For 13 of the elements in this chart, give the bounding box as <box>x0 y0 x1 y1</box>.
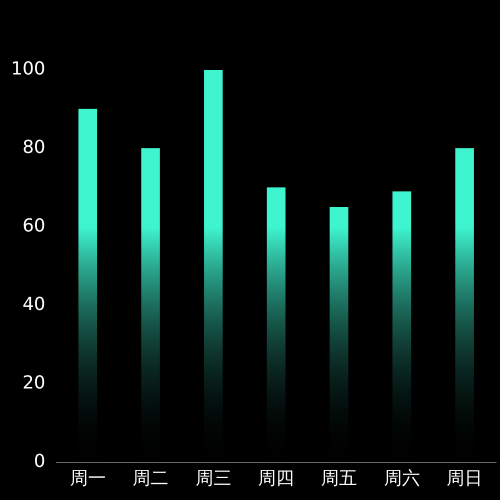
x-tick-label: 周四 <box>258 468 294 489</box>
y-tick-label: 40 <box>22 294 46 316</box>
x-tick-label: 周二 <box>132 468 169 489</box>
x-tick-label: 周五 <box>320 468 357 489</box>
y-tick-label: 0 <box>34 451 46 472</box>
x-tick-label: 周一 <box>70 468 106 489</box>
y-tick-label: 20 <box>22 372 46 394</box>
x-tick-label: 周日 <box>446 468 483 489</box>
y-tick-label: 60 <box>22 216 46 237</box>
x-tick-label: 周六 <box>384 468 420 489</box>
x-tick-label: 周三 <box>195 468 232 489</box>
y-tick-label: 80 <box>22 137 46 158</box>
y-tick-label: 100 <box>10 58 46 80</box>
